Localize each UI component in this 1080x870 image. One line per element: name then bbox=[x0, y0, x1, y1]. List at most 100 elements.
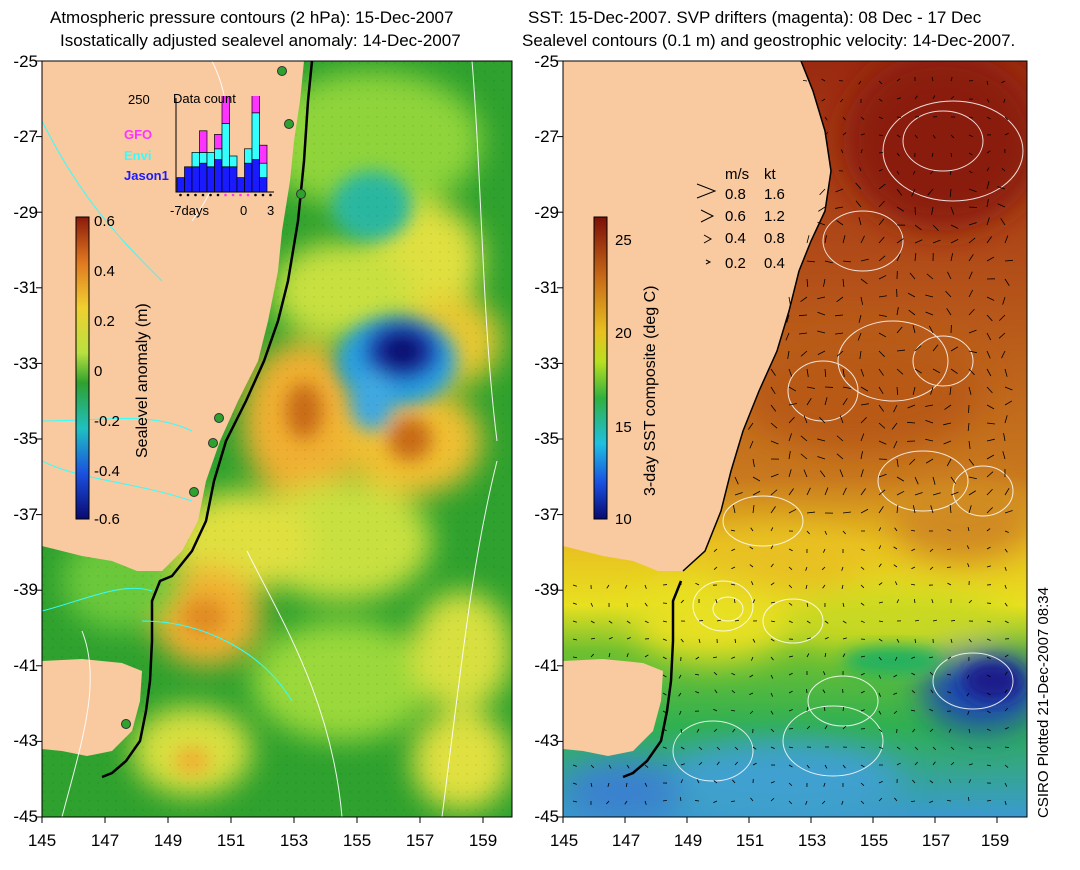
left-cb-tick-4: 0 bbox=[94, 363, 103, 380]
left-xlabel-6: 155 bbox=[342, 831, 372, 850]
right-cb-tick-4: 10 bbox=[615, 511, 632, 528]
left-xlabel-3: 149 bbox=[153, 831, 183, 850]
left-ylabel-2: -27 bbox=[13, 127, 38, 146]
left-xlabel-1: 145 bbox=[27, 831, 57, 850]
right-xlabel-7: 157 bbox=[921, 831, 951, 850]
inset-bar-jason bbox=[191, 166, 200, 193]
inset-bar-gfo bbox=[214, 134, 223, 150]
right-ylabel-1: -25 bbox=[534, 52, 559, 71]
right-xlabel-8: 159 bbox=[980, 831, 1010, 850]
inset-bar-jason bbox=[199, 162, 208, 193]
left-ylabel-4: -31 bbox=[13, 278, 38, 297]
left-colorbar-label: Sealevel anomaly (m) bbox=[134, 303, 151, 458]
left-ylabel-6: -35 bbox=[13, 429, 38, 448]
inset-bar-envi bbox=[229, 155, 238, 168]
inset-xlabel-end: 3 bbox=[267, 203, 275, 218]
inset-bar-gfo bbox=[199, 130, 208, 153]
inset-title: Data count bbox=[173, 91, 236, 106]
right-cb-tick-1: 25 bbox=[615, 232, 632, 249]
velocity-row-3-kt: 0.8 bbox=[764, 230, 785, 247]
left-cb-tick-3: 0.2 bbox=[94, 313, 115, 330]
right-title-line1: SST: 15-Dec-2007. SVP drifters (magenta)… bbox=[528, 8, 982, 27]
velocity-row-4-ms: 0.2 bbox=[725, 255, 746, 272]
inset-bar-jason bbox=[184, 166, 193, 193]
inset-legend-envi: Envi bbox=[124, 148, 152, 163]
inset-legend-jason: Jason1 bbox=[124, 168, 169, 183]
left-cb-tick-7: -0.6 bbox=[94, 511, 120, 528]
data-count-inset bbox=[175, 96, 274, 197]
inset-bar-jason bbox=[236, 177, 245, 193]
left-cb-tick-5: -0.2 bbox=[94, 413, 120, 430]
left-ylabel-1: -25 bbox=[13, 52, 38, 71]
inset-bar-envi bbox=[214, 148, 223, 160]
inset-bar-jason bbox=[259, 177, 268, 193]
inset-ymax: 250 bbox=[128, 92, 150, 107]
velocity-header-ms: m/s bbox=[725, 166, 750, 183]
right-ylabel-2: -27 bbox=[534, 127, 559, 146]
right-ylabel-8: -39 bbox=[534, 580, 559, 599]
right-xlabel-5: 153 bbox=[797, 831, 827, 850]
inset-bar-jason bbox=[244, 162, 253, 193]
right-cb-tick-2: 20 bbox=[615, 325, 632, 342]
left-xlabel-8: 159 bbox=[468, 831, 498, 850]
inset-bar-jason bbox=[176, 177, 185, 193]
right-ylabel-7: -37 bbox=[534, 505, 559, 524]
right-ylabel-6: -35 bbox=[534, 429, 559, 448]
right-ylabel-11: -45 bbox=[534, 807, 559, 826]
inset-bar-envi bbox=[251, 112, 260, 160]
inset-legend-gfo: GFO bbox=[124, 127, 153, 142]
left-ylabel-11: -45 bbox=[13, 807, 38, 826]
right-cb-tick-3: 15 bbox=[615, 419, 632, 436]
right-ylabel-4: -31 bbox=[534, 278, 559, 297]
inset-bar-envi bbox=[199, 152, 208, 164]
left-title-line2: Isostatically adjusted sealevel anomaly:… bbox=[60, 31, 461, 50]
left-cb-tick-1: 0.6 bbox=[94, 213, 115, 230]
inset-xlabel-start: -7days bbox=[170, 203, 210, 218]
velocity-row-1-ms: 0.8 bbox=[725, 186, 746, 203]
left-ylabel-9: -41 bbox=[13, 656, 38, 675]
inset-bar-envi bbox=[221, 123, 230, 168]
inset-bar-jason bbox=[221, 166, 230, 193]
right-xlabel-2: 147 bbox=[611, 831, 641, 850]
inset-bar-jason bbox=[251, 159, 260, 193]
inset-bar-jason bbox=[214, 159, 223, 193]
inset-bar-envi bbox=[206, 152, 215, 168]
velocity-row-2-ms: 0.6 bbox=[725, 208, 746, 225]
right-ylabel-5: -33 bbox=[534, 354, 559, 373]
inset-bar-jason bbox=[229, 166, 238, 193]
left-xlabel-7: 157 bbox=[405, 831, 435, 850]
inset-bar-jason bbox=[206, 166, 215, 193]
left-ylabel-7: -37 bbox=[13, 505, 38, 524]
inset-bar-envi bbox=[191, 152, 200, 168]
left-cb-tick-2: 0.4 bbox=[94, 263, 115, 280]
left-xlabel-5: 153 bbox=[279, 831, 309, 850]
right-title-line2: Sealevel contours (0.1 m) and geostrophi… bbox=[522, 31, 1016, 50]
left-ylabel-10: -43 bbox=[13, 731, 38, 750]
right-ylabel-10: -43 bbox=[534, 731, 559, 750]
right-ylabel-3: -29 bbox=[534, 203, 559, 222]
velocity-row-4-kt: 0.4 bbox=[764, 255, 785, 272]
right-map bbox=[563, 61, 1027, 817]
left-xlabel-2: 147 bbox=[90, 831, 120, 850]
left-cb-tick-6: -0.4 bbox=[94, 463, 120, 480]
inset-bar-gfo bbox=[259, 144, 268, 164]
sealevel-colorbar bbox=[75, 216, 90, 520]
left-xlabel-4: 151 bbox=[216, 831, 246, 850]
left-ylabel-5: -33 bbox=[13, 354, 38, 373]
velocity-row-2-kt: 1.2 bbox=[764, 208, 785, 225]
left-title-line1: Atmospheric pressure contours (2 hPa): 1… bbox=[50, 8, 454, 27]
inset-bar-envi bbox=[244, 148, 253, 164]
inset-xlabel-zero: 0 bbox=[240, 203, 248, 218]
left-ylabel-3: -29 bbox=[13, 203, 38, 222]
inset-bar-envi bbox=[259, 162, 268, 178]
left-ylabel-8: -39 bbox=[13, 580, 38, 599]
right-ylabel-9: -41 bbox=[534, 656, 559, 675]
right-xlabel-3: 149 bbox=[673, 831, 703, 850]
inset-bar-gfo bbox=[251, 96, 260, 114]
velocity-header-kt: kt bbox=[764, 166, 776, 183]
right-xlabel-6: 155 bbox=[859, 831, 889, 850]
right-xlabel-1: 145 bbox=[549, 831, 579, 850]
right-xlabel-4: 151 bbox=[735, 831, 765, 850]
velocity-row-1-kt: 1.6 bbox=[764, 186, 785, 203]
plot-credit: CSIRO Plotted 21-Dec-2007 08:34 bbox=[1035, 587, 1052, 818]
